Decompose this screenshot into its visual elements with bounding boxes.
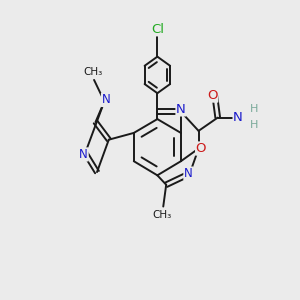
Text: H: H bbox=[250, 104, 258, 114]
Text: O: O bbox=[196, 142, 206, 155]
Text: H: H bbox=[250, 120, 258, 130]
Text: O: O bbox=[207, 89, 218, 102]
Text: CH₃: CH₃ bbox=[152, 210, 171, 220]
Text: N: N bbox=[80, 148, 88, 161]
Text: N: N bbox=[233, 111, 243, 124]
Text: N: N bbox=[176, 103, 186, 116]
Text: Cl: Cl bbox=[151, 23, 164, 36]
Text: CH₃: CH₃ bbox=[83, 67, 102, 77]
Text: N: N bbox=[184, 167, 193, 180]
Text: N: N bbox=[101, 93, 110, 106]
